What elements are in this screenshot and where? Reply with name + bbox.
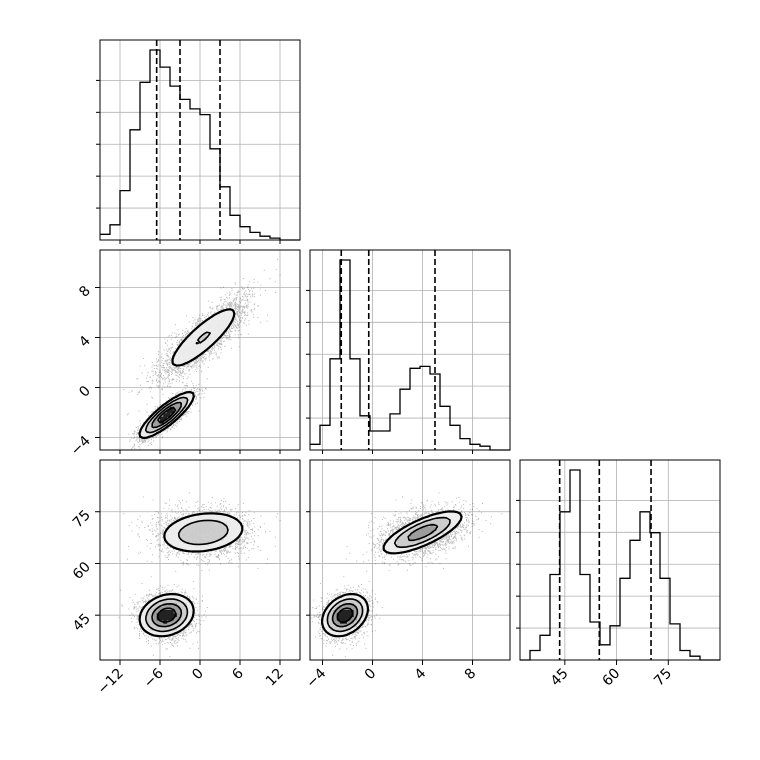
hist-frame-2 <box>309 249 511 451</box>
x-tick-label: 0 <box>362 666 380 684</box>
y-tick-label: 8 <box>76 283 94 301</box>
contour-level-3 <box>331 523 439 628</box>
scatter-clip <box>100 250 300 450</box>
density-fill-3 <box>333 523 437 627</box>
scatter-panel-1-2 <box>99 249 301 451</box>
hist-frame-3 <box>519 459 721 661</box>
scatter-panel-2-3 <box>309 459 511 661</box>
density-fill-2 <box>146 520 227 631</box>
hist-panel-2 <box>306 249 511 451</box>
x-tick-label: 75 <box>651 666 675 690</box>
x-tick-label: 0 <box>189 666 207 684</box>
x-tick-label: 45 <box>548 666 572 690</box>
density-fill-1 <box>140 513 244 637</box>
x-tick-label: 4 <box>412 665 430 683</box>
scatter-clip <box>100 460 300 660</box>
y-tick-label: 0 <box>76 383 94 401</box>
x-tick-label: 6 <box>229 665 247 683</box>
contour-level-1 <box>138 512 244 638</box>
scatter-clip <box>310 460 510 660</box>
scatter-frame <box>309 459 511 661</box>
y-tick-label: −4 <box>68 433 94 459</box>
contour-level-4 <box>336 607 354 623</box>
contour-level-2 <box>145 519 229 633</box>
x-tick-label: 60 <box>599 666 623 690</box>
contour-level-2 <box>326 516 451 633</box>
hist-step-3 <box>520 469 720 661</box>
density-fill-1 <box>323 510 461 637</box>
contour-level-4 <box>156 607 177 623</box>
y-tick-label: 45 <box>70 611 94 635</box>
contour-level-3 <box>151 603 183 628</box>
y-tick-label: 75 <box>70 507 94 531</box>
contour-level-3 <box>151 401 182 429</box>
x-tick-label: 12 <box>263 666 287 690</box>
hist-step-1 <box>100 49 300 241</box>
x-tick-label: 8 <box>462 666 480 684</box>
y-tick-label: 60 <box>70 559 94 583</box>
contour-level-4 <box>157 406 177 424</box>
scatter-panel-1-3 <box>99 459 301 661</box>
contour-level-1 <box>138 308 236 440</box>
contour-level-2 <box>144 331 211 434</box>
hist-panel-1 <box>96 39 301 241</box>
hist-step-2 <box>310 259 510 451</box>
x-tick-label: −6 <box>141 665 167 691</box>
hist-panel-3 <box>516 459 721 661</box>
x-tick-label: −12 <box>95 666 127 698</box>
density-fill-4 <box>160 406 174 424</box>
y-tick-label: 4 <box>76 333 94 351</box>
x-tick-label: −4 <box>303 665 329 691</box>
contour-level-1 <box>321 510 463 638</box>
